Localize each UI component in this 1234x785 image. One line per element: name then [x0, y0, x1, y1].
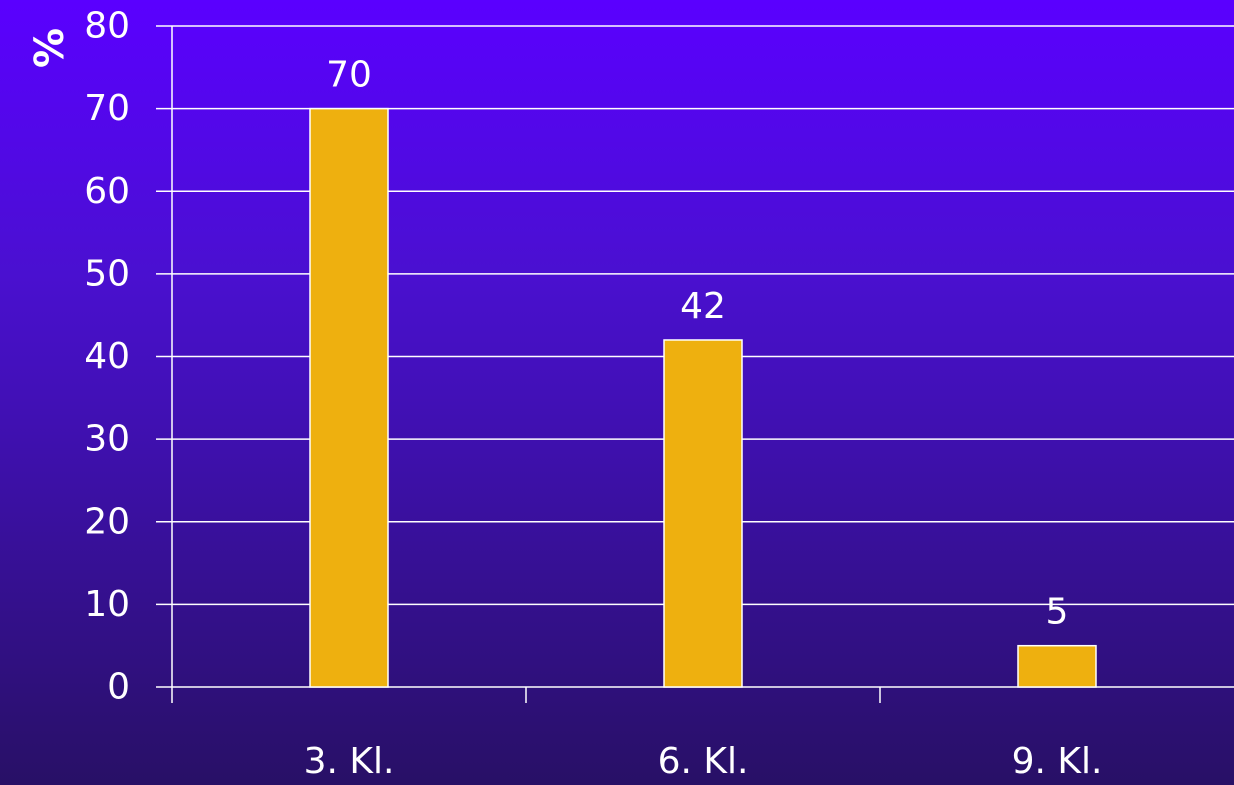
y-tick-label: 40	[84, 336, 130, 377]
data-label: 42	[680, 286, 726, 327]
x-tick-label: 3. Kl.	[304, 741, 395, 782]
bar	[663, 339, 743, 688]
x-tick-label: 6. Kl.	[658, 741, 749, 782]
y-tick-label: 30	[84, 419, 130, 460]
bar	[1017, 644, 1097, 688]
data-label: 5	[1046, 592, 1069, 633]
x-tick-label: 9. Kl.	[1012, 741, 1103, 782]
y-tick-labels: 0 10 20 30 40 50 60 70 80	[84, 6, 130, 708]
bars	[309, 107, 1097, 688]
x-tick-labels: 3. Kl. 6. Kl. 9. Kl.	[304, 741, 1103, 782]
y-tick-label: 60	[84, 171, 130, 212]
y-tick-label: 0	[107, 667, 130, 708]
data-labels: 70 42 5	[326, 55, 1068, 633]
data-label: 70	[326, 55, 372, 96]
y-tick-label: 20	[84, 501, 130, 542]
y-tick-label: 80	[84, 6, 130, 47]
y-tick-label: 50	[84, 253, 130, 294]
y-tick-label: 10	[84, 584, 130, 625]
y-axis-label: %	[27, 28, 73, 68]
bar	[309, 107, 389, 688]
y-tick-label: 70	[84, 88, 130, 129]
